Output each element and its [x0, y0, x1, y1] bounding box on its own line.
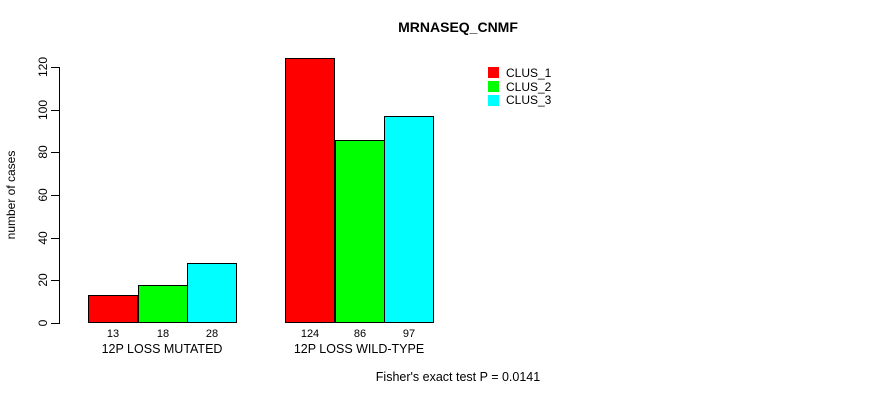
bar-value-label: 124 — [300, 328, 320, 340]
y-tick-mark — [51, 280, 59, 281]
bar-clus_3-group2 — [384, 116, 434, 323]
y-tick-label: 60 — [36, 188, 50, 202]
y-tick-label: 20 — [36, 273, 50, 287]
bar-clus_2-group1 — [138, 285, 188, 323]
chart-title: MRNASEQ_CNMF — [398, 19, 518, 35]
y-tick-mark — [51, 67, 59, 68]
legend: CLUS_1 CLUS_2 CLUS_3 — [488, 66, 551, 107]
bar-value-label: 97 — [402, 328, 416, 340]
legend-swatch-clus_1 — [488, 67, 499, 79]
y-axis-line — [59, 67, 60, 324]
bar-value-label: 86 — [353, 328, 367, 340]
y-tick-label: 0 — [36, 319, 50, 327]
bar-value-label: 28 — [205, 328, 219, 340]
y-tick-label: 40 — [36, 231, 50, 245]
y-tick-mark — [51, 110, 59, 111]
y-tick-mark — [51, 238, 59, 239]
y-tick-mark — [51, 323, 59, 324]
y-tick-label: 120 — [36, 56, 50, 78]
bar-value-label: 18 — [156, 328, 170, 340]
bar-clus_3-group1 — [187, 263, 237, 323]
statistical-test-note: Fisher's exact test P = 0.0141 — [375, 370, 541, 384]
legend-row-clus_3: CLUS_3 — [488, 93, 551, 107]
legend-swatch-clus_3 — [488, 94, 499, 106]
legend-label-clus_2: CLUS_2 — [506, 79, 552, 94]
bar-clus_2-group2 — [335, 140, 385, 323]
y-axis-label: number of cases — [4, 150, 18, 240]
legend-label-clus_1: CLUS_1 — [506, 65, 552, 80]
y-tick-label: 100 — [36, 99, 50, 121]
y-tick-label: 80 — [36, 145, 50, 159]
legend-row-clus_2: CLUS_2 — [488, 80, 551, 94]
y-tick-mark — [51, 195, 59, 196]
bar-clus_1-group1 — [88, 295, 138, 323]
category-label-group1: 12P LOSS MUTATED — [101, 342, 223, 356]
legend-label-clus_3: CLUS_3 — [506, 93, 552, 108]
legend-swatch-clus_2 — [488, 81, 499, 93]
legend-row-clus_1: CLUS_1 — [488, 66, 551, 80]
y-tick-mark — [51, 152, 59, 153]
bar-clus_1-group2 — [285, 58, 335, 323]
bar-value-label: 13 — [106, 328, 120, 340]
category-label-group2: 12P LOSS WILD-TYPE — [293, 342, 425, 356]
